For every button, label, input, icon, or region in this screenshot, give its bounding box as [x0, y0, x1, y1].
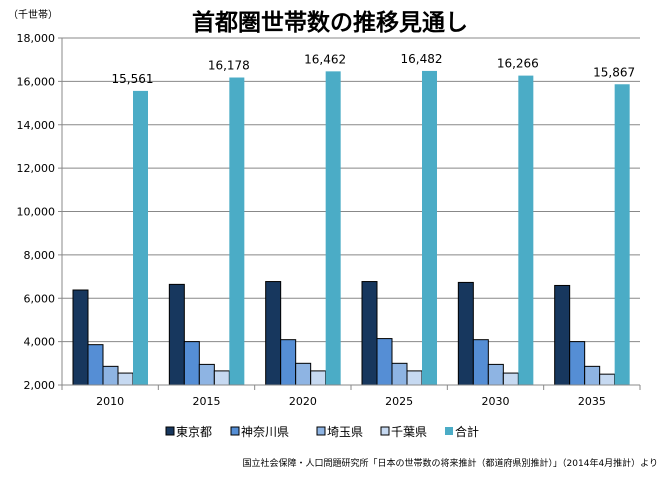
bar-3-2020: [310, 370, 327, 386]
legend-label: 東京都: [176, 425, 212, 439]
legend-swatch: [165, 426, 175, 436]
y-tick-label: 6,000: [24, 292, 56, 305]
legend-swatch: [316, 426, 326, 436]
y-tick-label: 4,000: [24, 336, 56, 349]
bar-1-2035: [569, 341, 586, 386]
chart-title: 首都圏世帯数の推移見通し: [192, 9, 468, 36]
bar-0-2015: [168, 283, 185, 386]
bar-4-2015: [229, 77, 245, 386]
bar-2-2010: [102, 365, 119, 386]
x-tick-label: 2010: [96, 395, 124, 408]
bar-2-2030: [487, 363, 504, 386]
bar-2-2025: [391, 362, 408, 386]
legend-swatch: [230, 426, 240, 436]
total-data-label: 15,561: [112, 72, 154, 86]
legend-swatch: [445, 427, 453, 435]
bar-2-2035: [584, 365, 601, 386]
source-note: 国立社会保障・人口問題研究所「日本の世帯数の将来推計（都道府県別推計）」（201…: [243, 457, 658, 469]
bar-2-2015: [198, 363, 215, 386]
bar-3-2015: [213, 370, 230, 386]
total-data-label: 16,482: [401, 52, 443, 66]
total-data-label: 16,266: [497, 57, 539, 71]
x-tick-label: 2035: [578, 395, 606, 408]
total-data-label: 16,462: [304, 52, 346, 66]
total-data-label: 15,867: [593, 65, 635, 79]
bar-0-2020: [265, 281, 282, 386]
y-tick-label: 10,000: [17, 206, 56, 219]
bar-1-2020: [280, 339, 297, 386]
bar-4-2025: [422, 70, 437, 385]
bar-3-2035: [599, 373, 616, 386]
x-tick-label: 2015: [193, 395, 221, 408]
legend-label: 合計: [455, 424, 479, 439]
y-tick-label: 18,000: [17, 32, 56, 45]
bar-0-2035: [554, 284, 571, 386]
legend-label: 埼玉県: [327, 425, 363, 439]
bar-4-2020: [325, 71, 341, 385]
unit-label: （千世帯）: [8, 8, 58, 21]
bar-0-2025: [361, 281, 378, 386]
bar-2-2020: [295, 362, 312, 386]
bar-4-2030: [518, 75, 534, 385]
y-tick-label: 12,000: [17, 162, 56, 175]
bar-1-2015: [183, 341, 200, 386]
bar-3-2025: [406, 370, 423, 386]
x-tick-label: 2025: [385, 395, 413, 408]
x-tick-label: 2030: [482, 395, 510, 408]
bar-3-2030: [502, 372, 519, 386]
bar-3-2010: [117, 372, 134, 386]
legend-label: 神奈川県: [241, 425, 289, 439]
bar-4-2010: [133, 90, 148, 385]
total-data-label: 16,178: [208, 59, 250, 73]
bar-4-2035: [614, 84, 630, 386]
x-tick-label: 2020: [289, 395, 317, 408]
bar-1-2010: [87, 344, 104, 386]
bar-1-2025: [376, 338, 393, 386]
y-tick-label: 2,000: [24, 379, 56, 392]
bar-0-2030: [457, 281, 474, 386]
y-tick-label: 8,000: [24, 249, 56, 262]
bar-0-2010: [72, 289, 89, 386]
y-tick-label: 16,000: [17, 75, 56, 88]
legend-label: 千葉県: [391, 425, 427, 439]
bar-1-2030: [472, 339, 489, 386]
legend-swatch: [380, 426, 390, 436]
y-tick-label: 14,000: [17, 119, 56, 132]
